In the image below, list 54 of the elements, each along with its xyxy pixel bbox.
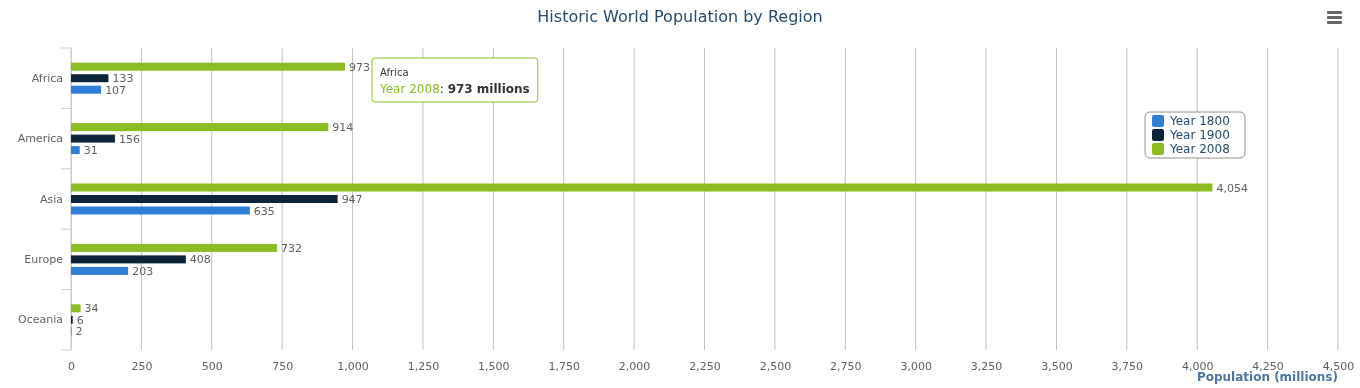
x-tick-label: 2,750 [830,359,862,373]
bar [71,123,329,132]
x-tick-label: 2,000 [618,359,651,373]
data-label: 107 [105,83,127,97]
bar [71,266,129,275]
x-tick-label: 3,500 [1041,359,1073,373]
legend-label: Year 1900 [1169,128,1230,142]
data-label: 31 [83,144,98,158]
data-label: 203 [132,264,154,278]
x-tick-label: 250 [131,359,153,373]
x-tick-label: 1,000 [337,359,369,373]
bar [71,243,278,252]
bar [71,183,1213,192]
data-label: 4,054 [1216,181,1248,195]
x-tick-label: 0 [68,359,75,373]
x-tick-label: 1,250 [407,359,440,373]
x-tick-label: 750 [272,359,294,373]
x-tick-label: 3,750 [1111,359,1144,373]
x-tick-label: 2,500 [759,359,792,373]
annotation: Africa Year 2008: 973 millions [379,67,530,96]
legend-label: Year 2008 [1169,142,1230,156]
y-tick-label: Africa [31,71,63,85]
x-tick-label: 1,500 [478,359,510,373]
y-tick-label: Oceania [18,313,63,327]
x-tick-label: 500 [201,359,223,373]
y-tick-label: America [17,132,63,146]
bar [71,134,115,143]
bar [71,146,80,155]
x-tick-label: 1,750 [548,359,580,373]
bar [71,85,102,94]
bar [71,74,109,83]
bar [71,195,338,203]
x-tick-label: 3,250 [970,359,1003,373]
data-label: 973 [348,60,370,74]
x-tick-label: 3,000 [900,359,932,373]
bar [71,304,81,313]
chart-title: Historic World Population by Region [537,7,823,26]
bar [71,255,186,264]
y-tick-label: Asia [39,192,63,206]
data-label: 732 [281,241,303,255]
data-label: 635 [253,204,275,218]
data-label: 156 [118,132,140,146]
y-tick-label: Europe [24,252,64,266]
data-label: 2 [75,325,83,339]
data-label: 133 [112,72,134,86]
data-label: 947 [341,193,363,206]
data-label: 914 [332,121,354,135]
data-label: 34 [84,302,99,316]
legend-label: Year 1800 [1169,114,1230,128]
data-label: 6 [76,313,84,327]
bar [71,62,345,71]
x-tick-label: 2,250 [689,359,721,373]
data-label: 408 [189,253,211,267]
bar [71,206,250,215]
